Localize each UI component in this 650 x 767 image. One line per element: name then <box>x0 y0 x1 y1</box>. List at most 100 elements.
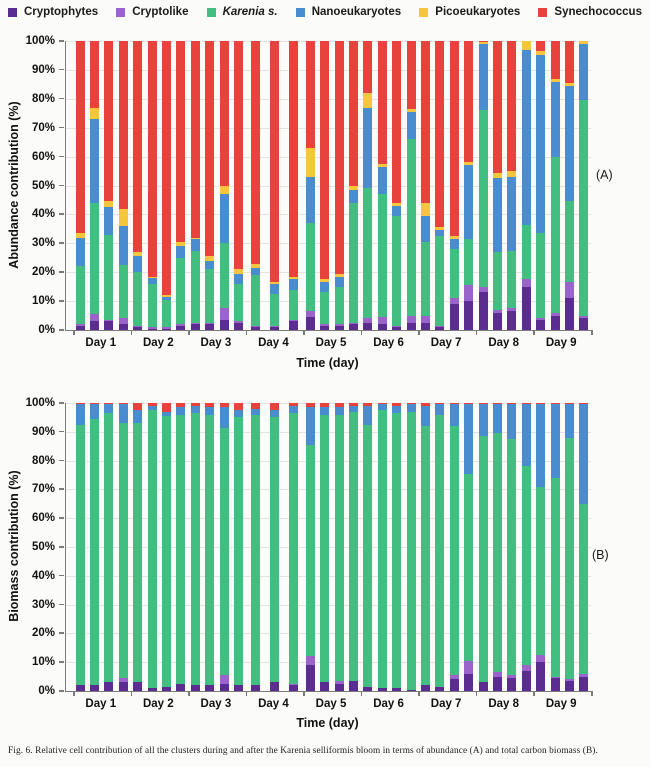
bar-segment <box>406 139 416 316</box>
y-axis-tick <box>59 574 64 577</box>
x-axis-tick <box>245 691 248 696</box>
bar-segment <box>464 403 474 405</box>
bar-segment <box>392 325 402 328</box>
bar-segment <box>550 678 560 691</box>
bar-segment <box>449 236 459 239</box>
bar-segment <box>363 93 373 108</box>
bar-segment <box>421 202 431 216</box>
y-tick-label: 80% <box>31 454 55 467</box>
bar-segment <box>435 404 445 415</box>
y-tick-label: 70% <box>31 121 55 134</box>
bar-segment <box>75 403 85 405</box>
bar-segment <box>162 415 172 687</box>
stacked-bar <box>579 403 589 691</box>
stacked-bar <box>377 41 387 330</box>
bar-segment <box>377 404 387 411</box>
x-axis-tick <box>360 330 363 335</box>
legend-swatch-icon <box>538 7 548 17</box>
y-tick-label: 30% <box>31 237 55 250</box>
bar-segment <box>536 233 546 319</box>
bar-segment <box>233 273 243 284</box>
bar-segment <box>421 685 431 691</box>
bar-segment <box>492 41 502 173</box>
bar-segment <box>521 404 531 467</box>
bar-segment <box>464 660 474 674</box>
bar-segment <box>289 279 299 290</box>
stacked-bar <box>133 403 143 691</box>
bar-segment <box>250 685 260 691</box>
bar-segment <box>269 283 279 294</box>
x-axis-title: Time (day) <box>296 356 359 370</box>
bar-segment <box>118 41 128 209</box>
bar-segment <box>536 318 546 320</box>
stacked-bar <box>492 41 502 330</box>
bar-segment <box>449 675 459 680</box>
bar-segment <box>90 418 100 686</box>
bar-segment <box>435 227 445 231</box>
bar-segment <box>147 405 157 411</box>
bar-segment <box>449 239 459 250</box>
bar-segment <box>579 100 589 316</box>
bar-segment <box>162 296 172 300</box>
panel-label: (B) <box>592 548 609 562</box>
stacked-bar <box>162 41 172 330</box>
x-axis-tick <box>303 691 305 696</box>
bar-segment <box>334 403 344 408</box>
x-tick-label-day: Day 1 <box>85 698 117 710</box>
bar-segment <box>550 676 560 679</box>
bar-segment <box>377 166 387 195</box>
bar-segment <box>377 324 387 330</box>
bar-segment <box>421 403 431 406</box>
bar-segment <box>75 325 85 330</box>
bar-segment <box>521 466 531 666</box>
bar-segment <box>507 404 517 440</box>
bar-segment <box>219 194 229 244</box>
bar-segment <box>190 250 200 323</box>
bar-segment <box>334 407 344 415</box>
bar-segment <box>564 282 574 299</box>
x-axis-tick <box>533 691 535 696</box>
bar-segment <box>406 111 416 140</box>
y-tick-label: 0% <box>38 324 55 336</box>
bar-segment <box>320 325 330 330</box>
bar-segment <box>334 276 344 287</box>
bar-segment <box>250 327 260 330</box>
bar-segment <box>521 41 531 50</box>
bar-segment <box>464 473 474 661</box>
stacked-bar <box>289 403 299 691</box>
bar-segment <box>289 41 299 277</box>
y-tick-label: 60% <box>31 150 55 163</box>
bar-segment <box>176 325 186 330</box>
bar-segment <box>118 403 128 405</box>
bar-segment <box>147 283 157 328</box>
bar-segment <box>250 408 260 415</box>
bar-segment <box>564 437 574 680</box>
bar-segment <box>190 237 200 239</box>
legend-swatch-icon <box>8 7 17 17</box>
x-axis-tick <box>245 330 248 335</box>
bar-segment <box>233 417 243 686</box>
stacked-bar <box>392 41 402 330</box>
bar-segment <box>536 41 546 52</box>
legend-item: Cryptolike <box>116 6 188 18</box>
bar-segment <box>521 403 531 405</box>
bar-segment <box>190 405 200 414</box>
bar-segment <box>133 252 143 257</box>
bar-segment <box>176 414 186 684</box>
bar-segment <box>492 433 502 673</box>
bar-segment <box>219 427 229 676</box>
bar-segment <box>205 41 215 257</box>
y-axis-tick <box>59 271 64 273</box>
bar-segment <box>377 403 387 405</box>
panel-label: (A) <box>596 168 613 182</box>
bar-segment <box>320 403 330 408</box>
y-axis-tick <box>59 402 64 404</box>
bar-segment <box>349 403 359 406</box>
bar-segment <box>435 327 445 330</box>
bar-segment <box>521 279 531 287</box>
bar-segment <box>492 309 502 313</box>
bar-segment <box>162 41 172 296</box>
stacked-bar <box>162 403 172 691</box>
bar-segment <box>392 205 402 216</box>
bar-segment <box>392 403 402 406</box>
